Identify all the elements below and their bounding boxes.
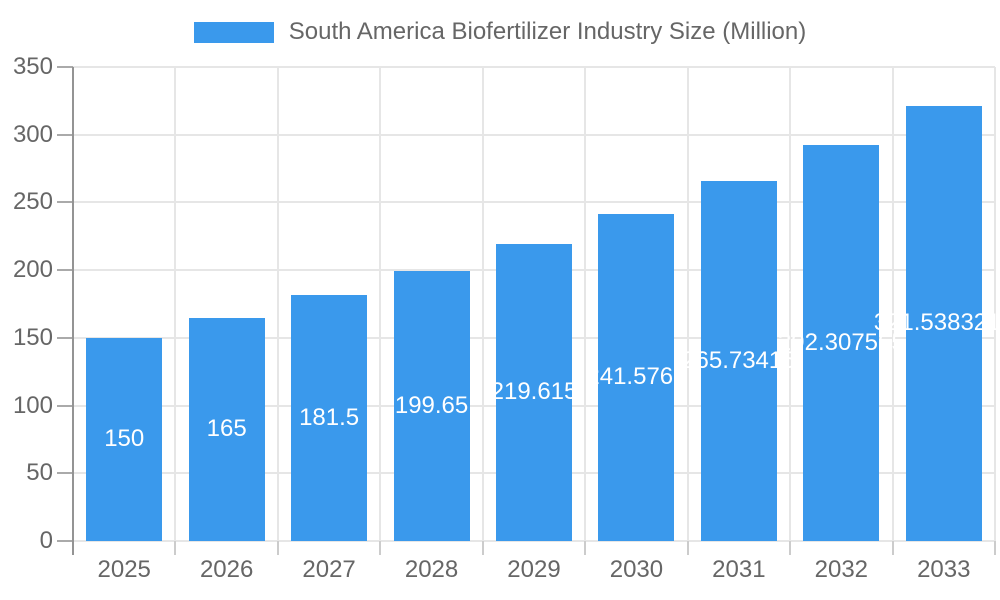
gridline-vertical	[481, 67, 484, 541]
bar-value-label: 199.65	[394, 391, 469, 419]
legend-swatch	[193, 21, 274, 43]
gridline-horizontal	[73, 133, 995, 136]
y-axis-label: 350	[12, 53, 53, 80]
bar-2032[interactable]	[803, 145, 880, 541]
x-axis-tick	[891, 541, 894, 555]
x-axis-label: 2031	[712, 556, 766, 583]
gridline-vertical	[789, 67, 792, 541]
y-axis-tick	[57, 472, 73, 475]
gridline-vertical	[174, 67, 177, 541]
bar-2026[interactable]	[188, 317, 265, 541]
x-axis-label: 2030	[609, 556, 664, 583]
y-axis-tick	[57, 133, 73, 136]
x-axis-label: 2033	[917, 556, 971, 583]
x-axis-tick	[789, 541, 792, 555]
bar-2027[interactable]	[291, 295, 368, 541]
y-axis-label: 50	[26, 459, 53, 487]
x-axis-label: 2028	[404, 556, 459, 583]
x-axis-label: 2032	[814, 556, 869, 583]
legend[interactable]: South America Biofertilizer Industry Siz…	[0, 19, 1000, 45]
bar-value-label: 219.615	[490, 378, 578, 406]
bar-2031[interactable]	[700, 181, 777, 541]
y-axis-line	[72, 67, 74, 555]
y-axis-label: 0	[39, 527, 53, 554]
y-axis-tick	[57, 540, 73, 542]
x-axis-tick	[481, 541, 484, 555]
gridline-vertical	[276, 67, 279, 541]
gridline-vertical	[379, 67, 382, 541]
y-axis-tick	[57, 269, 73, 272]
x-axis-tick	[174, 541, 177, 555]
x-axis-tick	[686, 541, 689, 555]
bar-value-label: 181.5	[299, 404, 360, 432]
gridline-vertical	[686, 67, 689, 541]
bar-2028[interactable]	[393, 270, 470, 541]
y-axis-label: 300	[12, 120, 53, 148]
legend-label: South America Biofertilizer Industry Siz…	[288, 18, 807, 45]
gridline-vertical	[891, 67, 894, 541]
y-axis-tick	[57, 201, 73, 204]
bar-value-label: 265.73415	[682, 347, 796, 375]
y-axis-tick	[57, 66, 73, 68]
gridline-horizontal	[73, 540, 995, 542]
y-axis-tick	[57, 404, 73, 407]
bar-value-label: 292.307565	[777, 329, 905, 357]
x-axis-label: 2029	[507, 556, 561, 583]
y-axis-label: 250	[12, 188, 53, 216]
gridline-vertical	[994, 67, 996, 541]
bar-2033[interactable]	[905, 105, 982, 541]
bar-value-label: 241.5765	[586, 363, 687, 391]
x-axis-label: 2027	[302, 556, 356, 583]
y-axis-label: 200	[12, 256, 53, 284]
x-axis-tick	[379, 541, 382, 555]
x-axis-tick	[994, 541, 996, 555]
x-axis-tick	[584, 541, 587, 555]
x-axis-tick	[276, 541, 279, 555]
gridline-vertical	[584, 67, 587, 541]
bar-value-label: 165	[206, 415, 247, 443]
gridline-horizontal	[73, 201, 995, 204]
y-axis-tick	[57, 336, 73, 339]
bar-2025[interactable]	[86, 337, 163, 541]
y-axis-label: 100	[12, 391, 53, 419]
bar-value-label: 150	[104, 425, 145, 453]
x-axis-label: 2025	[97, 556, 151, 583]
bar-2030[interactable]	[598, 213, 675, 541]
x-axis-label: 2026	[199, 556, 254, 583]
bar-value-label: 321.5383215	[873, 309, 1000, 337]
y-axis-label: 150	[12, 323, 53, 351]
bar-2029[interactable]	[496, 243, 572, 541]
gridline-horizontal	[73, 66, 995, 68]
